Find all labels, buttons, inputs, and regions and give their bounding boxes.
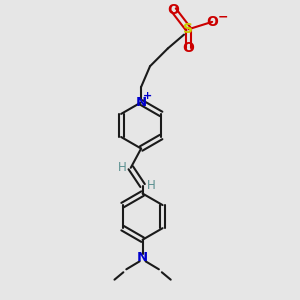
Text: N: N [137, 251, 148, 264]
Text: +: + [143, 92, 152, 101]
Text: O: O [206, 15, 218, 29]
Text: H: H [118, 161, 126, 174]
Text: −: − [217, 10, 228, 23]
Text: N: N [136, 96, 147, 109]
Text: O: O [182, 41, 194, 56]
Text: H: H [147, 179, 156, 192]
Text: O: O [168, 3, 180, 17]
Text: S: S [184, 22, 194, 36]
